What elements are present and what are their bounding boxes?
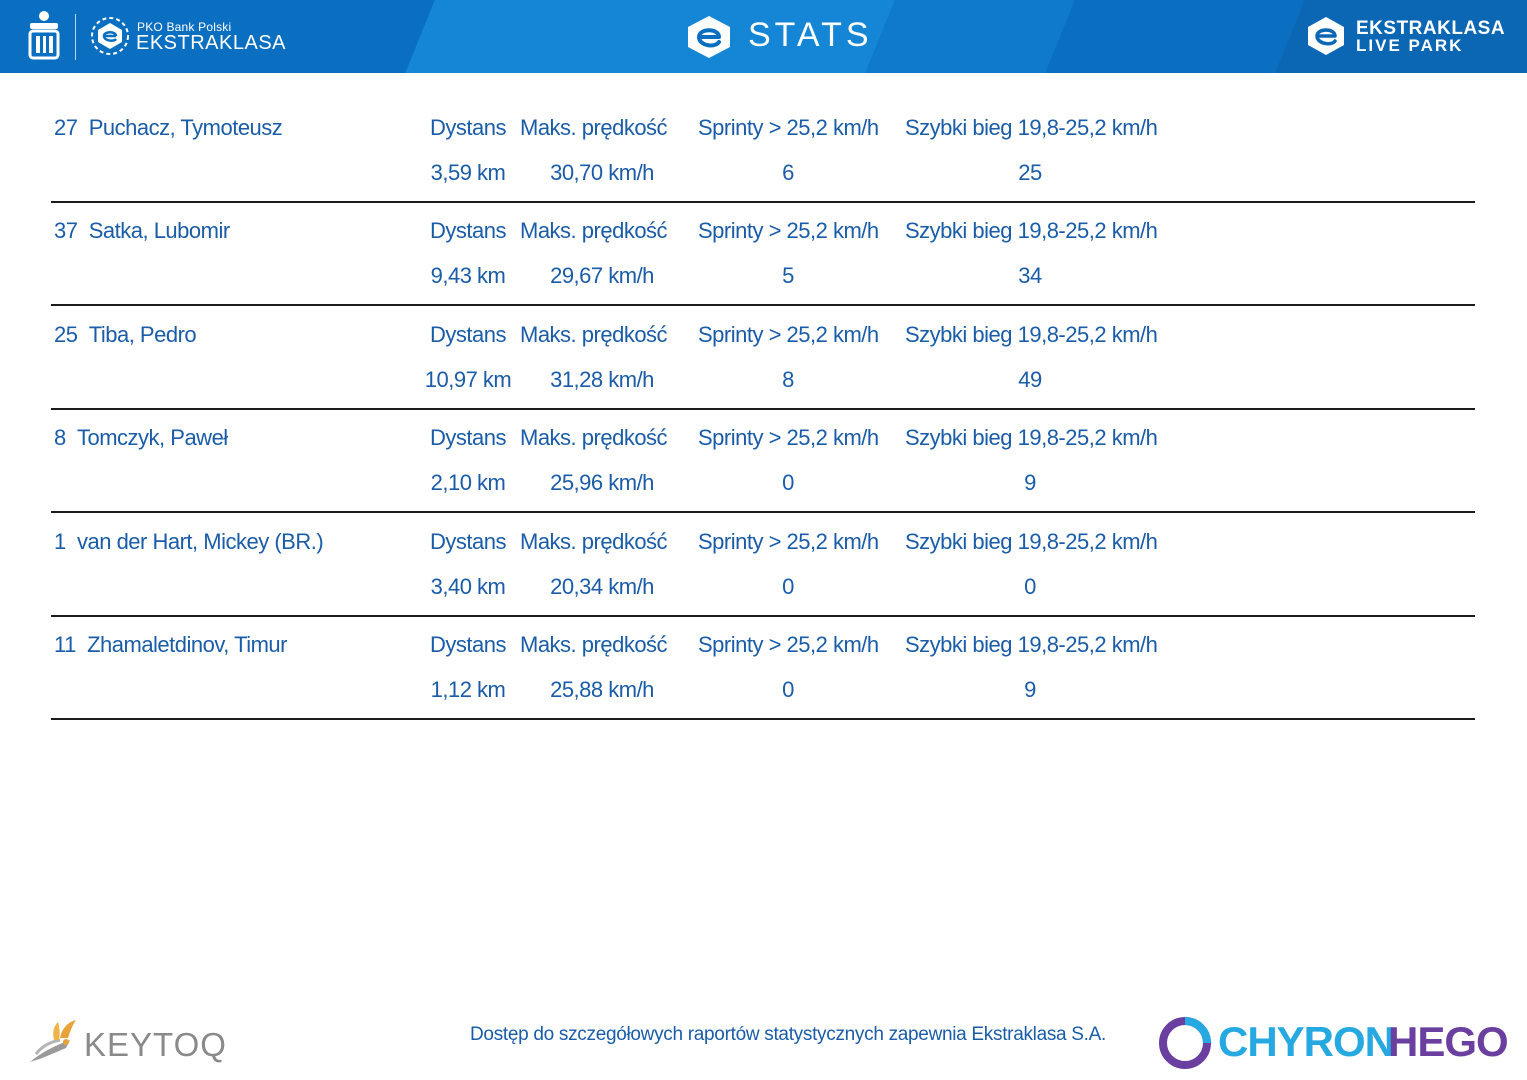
header-sprinty: Sprinty > 25,2 km/h	[698, 632, 879, 657]
header-dystans: Dystans	[430, 218, 506, 243]
row-divider	[51, 201, 1475, 203]
ekstraklasa-e-icon	[688, 16, 730, 58]
value-szybki-bieg: 9	[1024, 470, 1036, 495]
page-title: STATS	[748, 16, 873, 54]
player-row: 11 Zhamaletdinov, Timur Dystans Maks. pr…	[0, 621, 1527, 725]
header-maks-predkosc: Maks. prędkość	[520, 425, 668, 450]
header-szybki-bieg: Szybki bieg 19,8-25,2 km/h	[905, 322, 1158, 347]
header-sprinty: Sprinty > 25,2 km/h	[698, 115, 879, 140]
value-sprinty: 0	[782, 574, 794, 599]
header-sprinty: Sprinty > 25,2 km/h	[698, 529, 879, 554]
header-szybki-bieg: Szybki bieg 19,8-25,2 km/h	[905, 529, 1158, 554]
player-row: 1 van der Hart, Mickey (BR.) Dystans Mak…	[0, 518, 1527, 622]
value-sprinty: 8	[782, 367, 794, 392]
value-maks-predkosc: 30,70 km/h	[550, 160, 654, 185]
pko-bank-logo-icon	[28, 11, 60, 60]
value-dystans: 2,10 km	[430, 470, 506, 495]
value-szybki-bieg: 9	[1024, 677, 1036, 702]
player-name: 25 Tiba, Pedro	[54, 322, 197, 347]
value-szybki-bieg: 34	[1018, 263, 1042, 288]
player-name: 27 Puchacz, Tymoteusz	[54, 115, 283, 140]
header-dystans: Dystans	[430, 529, 506, 554]
player-row: 27 Puchacz, Tymoteusz Dystans Maks. pręd…	[0, 104, 1527, 208]
row-divider	[51, 408, 1475, 410]
header-dystans: Dystans	[430, 322, 506, 347]
value-sprinty: 6	[782, 160, 794, 185]
player-name: 8 Tomczyk, Paweł	[54, 425, 228, 450]
header-maks-predkosc: Maks. prędkość	[520, 115, 668, 140]
chyronhego-logo-icon	[1159, 1017, 1211, 1069]
live-park-line2: LIVE PARK	[1356, 36, 1464, 55]
hego-logo-text: HEGO	[1388, 1018, 1509, 1065]
value-dystans: 3,40 km	[430, 574, 506, 599]
header-sprinty: Sprinty > 25,2 km/h	[698, 425, 879, 450]
row-divider	[51, 304, 1475, 306]
value-sprinty: 0	[782, 470, 794, 495]
value-dystans: 10,97 km	[424, 367, 512, 392]
header-divider	[75, 14, 76, 60]
value-szybki-bieg: 49	[1018, 367, 1042, 392]
brand-big-text: EKSTRAKLASA	[136, 32, 287, 54]
row-divider	[51, 718, 1475, 720]
header-stripe	[865, 0, 1075, 73]
header-szybki-bieg: Szybki bieg 19,8-25,2 km/h	[905, 425, 1158, 450]
player-row: 25 Tiba, Pedro Dystans Maks. prędkość Sp…	[0, 311, 1527, 415]
header-szybki-bieg: Szybki bieg 19,8-25,2 km/h	[905, 632, 1158, 657]
value-szybki-bieg: 25	[1018, 160, 1042, 185]
header-dystans: Dystans	[430, 115, 506, 140]
player-name: 1 van der Hart, Mickey (BR.)	[54, 529, 324, 554]
keytoq-logo-icon	[30, 1020, 76, 1062]
chyron-logo-text: CHYRON	[1218, 1018, 1395, 1065]
header-szybki-bieg: Szybki bieg 19,8-25,2 km/h	[905, 115, 1158, 140]
header-sprinty: Sprinty > 25,2 km/h	[698, 322, 879, 347]
row-divider	[51, 615, 1475, 617]
header-maks-predkosc: Maks. prędkość	[520, 632, 668, 657]
header-dystans: Dystans	[430, 425, 506, 450]
value-dystans: 1,12 km	[430, 677, 506, 702]
value-sprinty: 0	[782, 677, 794, 702]
value-maks-predkosc: 25,96 km/h	[550, 470, 654, 495]
header-sprinty: Sprinty > 25,2 km/h	[698, 218, 879, 243]
row-divider	[51, 511, 1475, 513]
value-sprinty: 5	[782, 263, 794, 288]
header-szybki-bieg: Szybki bieg 19,8-25,2 km/h	[905, 218, 1158, 243]
header-maks-predkosc: Maks. prędkość	[520, 322, 668, 347]
brand-small-text: PKO Bank Polski	[137, 20, 232, 34]
header-maks-predkosc: Maks. prędkość	[520, 529, 668, 554]
live-park-logo-icon	[1308, 17, 1344, 55]
value-maks-predkosc: 20,34 km/h	[550, 574, 654, 599]
value-dystans: 9,43 km	[430, 263, 506, 288]
value-maks-predkosc: 29,67 km/h	[550, 263, 654, 288]
keytoq-logo-text: KEYTOQ	[84, 1026, 227, 1063]
value-maks-predkosc: 31,28 km/h	[550, 367, 654, 392]
header-bar: PKO Bank Polski EKSTRAKLASA STATS EKSTRA…	[0, 0, 1527, 73]
player-row: 8 Tomczyk, Paweł Dystans Maks. prędkość …	[0, 414, 1527, 518]
player-name: 37 Satka, Lubomir	[54, 218, 230, 243]
header-dystans: Dystans	[430, 632, 506, 657]
header-maks-predkosc: Maks. prędkość	[520, 218, 668, 243]
live-park-line1: EKSTRAKLASA	[1356, 18, 1506, 39]
player-name: 11 Zhamaletdinov, Timur	[54, 632, 287, 657]
value-maks-predkosc: 25,88 km/h	[550, 677, 654, 702]
footer-note: Dostęp do szczegółowych raportów statyst…	[470, 1024, 1107, 1045]
ekstraklasa-logo-icon	[91, 17, 129, 55]
value-dystans: 3,59 km	[430, 160, 506, 185]
value-szybki-bieg: 0	[1024, 574, 1036, 599]
player-row: 37 Satka, Lubomir Dystans Maks. prędkość…	[0, 207, 1527, 311]
